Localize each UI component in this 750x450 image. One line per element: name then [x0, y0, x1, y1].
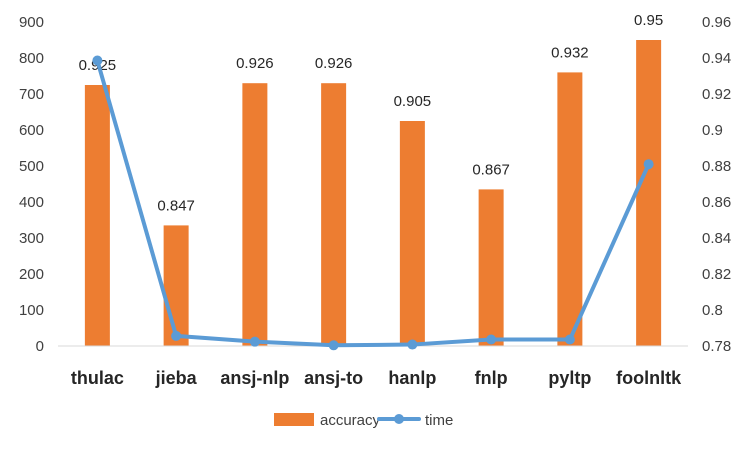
accuracy-bar-hanlp — [399, 121, 425, 346]
time-point-hanlp — [407, 339, 418, 350]
legend-time-marker — [394, 414, 404, 424]
left-tick-600: 600 — [19, 122, 44, 139]
time-point-thulac — [92, 55, 103, 66]
accuracy-data-label-pyltp: 0.932 — [551, 44, 589, 61]
left-tick-200: 200 — [19, 266, 44, 283]
accuracy-bar-fnlp — [478, 189, 504, 346]
left-tick-700: 700 — [19, 86, 44, 103]
right-tick-0.78: 0.78 — [702, 338, 731, 355]
right-tick-0.88: 0.88 — [702, 158, 731, 175]
left-tick-400: 400 — [19, 194, 44, 211]
legend-time-label: time — [425, 412, 453, 429]
legend: accuracy time — [274, 412, 453, 429]
right-tick-0.96: 0.96 — [702, 14, 731, 31]
left-tick-500: 500 — [19, 158, 44, 175]
time-line — [95, 58, 651, 348]
accuracy-bar-thulac — [84, 85, 110, 346]
accuracy-bar-ansj-nlp — [242, 83, 268, 346]
accuracy-data-label-fnlp: 0.867 — [472, 161, 510, 178]
accuracy-data-label-foolnltk: 0.95 — [634, 12, 663, 29]
accuracy-data-label-jieba: 0.847 — [157, 197, 195, 214]
accuracy-data-label-ansj-nlp: 0.926 — [236, 55, 274, 72]
category-label-jieba: jieba — [155, 368, 198, 388]
accuracy-bar-foolnltk — [636, 40, 662, 346]
time-point-ansj-to — [328, 340, 339, 351]
left-axis-ticks: 0 100 200 300 400 500 600 700 800 900 — [19, 14, 44, 355]
time-point-ansj-nlp — [249, 336, 260, 347]
time-line-series — [92, 55, 654, 351]
category-label-ansj-to: ansj-to — [304, 368, 363, 388]
left-tick-300: 300 — [19, 230, 44, 247]
time-point-jieba — [171, 330, 182, 341]
accuracy-bar-pyltp — [557, 72, 583, 347]
right-tick-0.9: 0.9 — [702, 122, 723, 139]
category-axis-labels: thulac jieba ansj-nlp ansj-to hanlp fnlp pyltp… — [71, 368, 682, 388]
time-point-foolnltk — [643, 159, 654, 170]
time-point-fnlp — [486, 334, 497, 345]
accuracy-bar-jieba — [163, 225, 189, 346]
category-label-ansj-nlp: ansj-nlp — [220, 368, 289, 388]
category-label-fnlp: fnlp — [475, 368, 508, 388]
legend-accuracy-swatch — [274, 413, 314, 426]
right-tick-0.82: 0.82 — [702, 266, 731, 283]
left-tick-800: 800 — [19, 50, 44, 67]
category-label-foolnltk: foolnltk — [616, 368, 682, 388]
accuracy-data-label-hanlp: 0.905 — [394, 93, 432, 110]
category-label-hanlp: hanlp — [388, 368, 436, 388]
category-label-pyltp: pyltp — [548, 368, 591, 388]
right-tick-0.94: 0.94 — [702, 50, 731, 67]
right-tick-0.84: 0.84 — [702, 230, 731, 247]
left-tick-0: 0 — [36, 338, 44, 355]
accuracy-bars — [84, 40, 662, 347]
right-axis-ticks: 0.78 0.8 0.82 0.84 0.86 0.88 0.9 0.92 0.94 0.96 — [702, 14, 731, 355]
right-tick-0.86: 0.86 — [702, 194, 731, 211]
time-point-pyltp — [564, 334, 575, 345]
left-tick-900: 900 — [19, 14, 44, 31]
right-tick-0.8: 0.8 — [702, 302, 723, 319]
accuracy-bar-ansj-to — [321, 83, 347, 346]
accuracy-data-label-ansj-to: 0.926 — [315, 55, 353, 72]
right-tick-0.92: 0.92 — [702, 86, 731, 103]
left-tick-100: 100 — [19, 302, 44, 319]
legend-accuracy-label: accuracy — [320, 412, 381, 429]
category-label-thulac: thulac — [71, 368, 124, 388]
